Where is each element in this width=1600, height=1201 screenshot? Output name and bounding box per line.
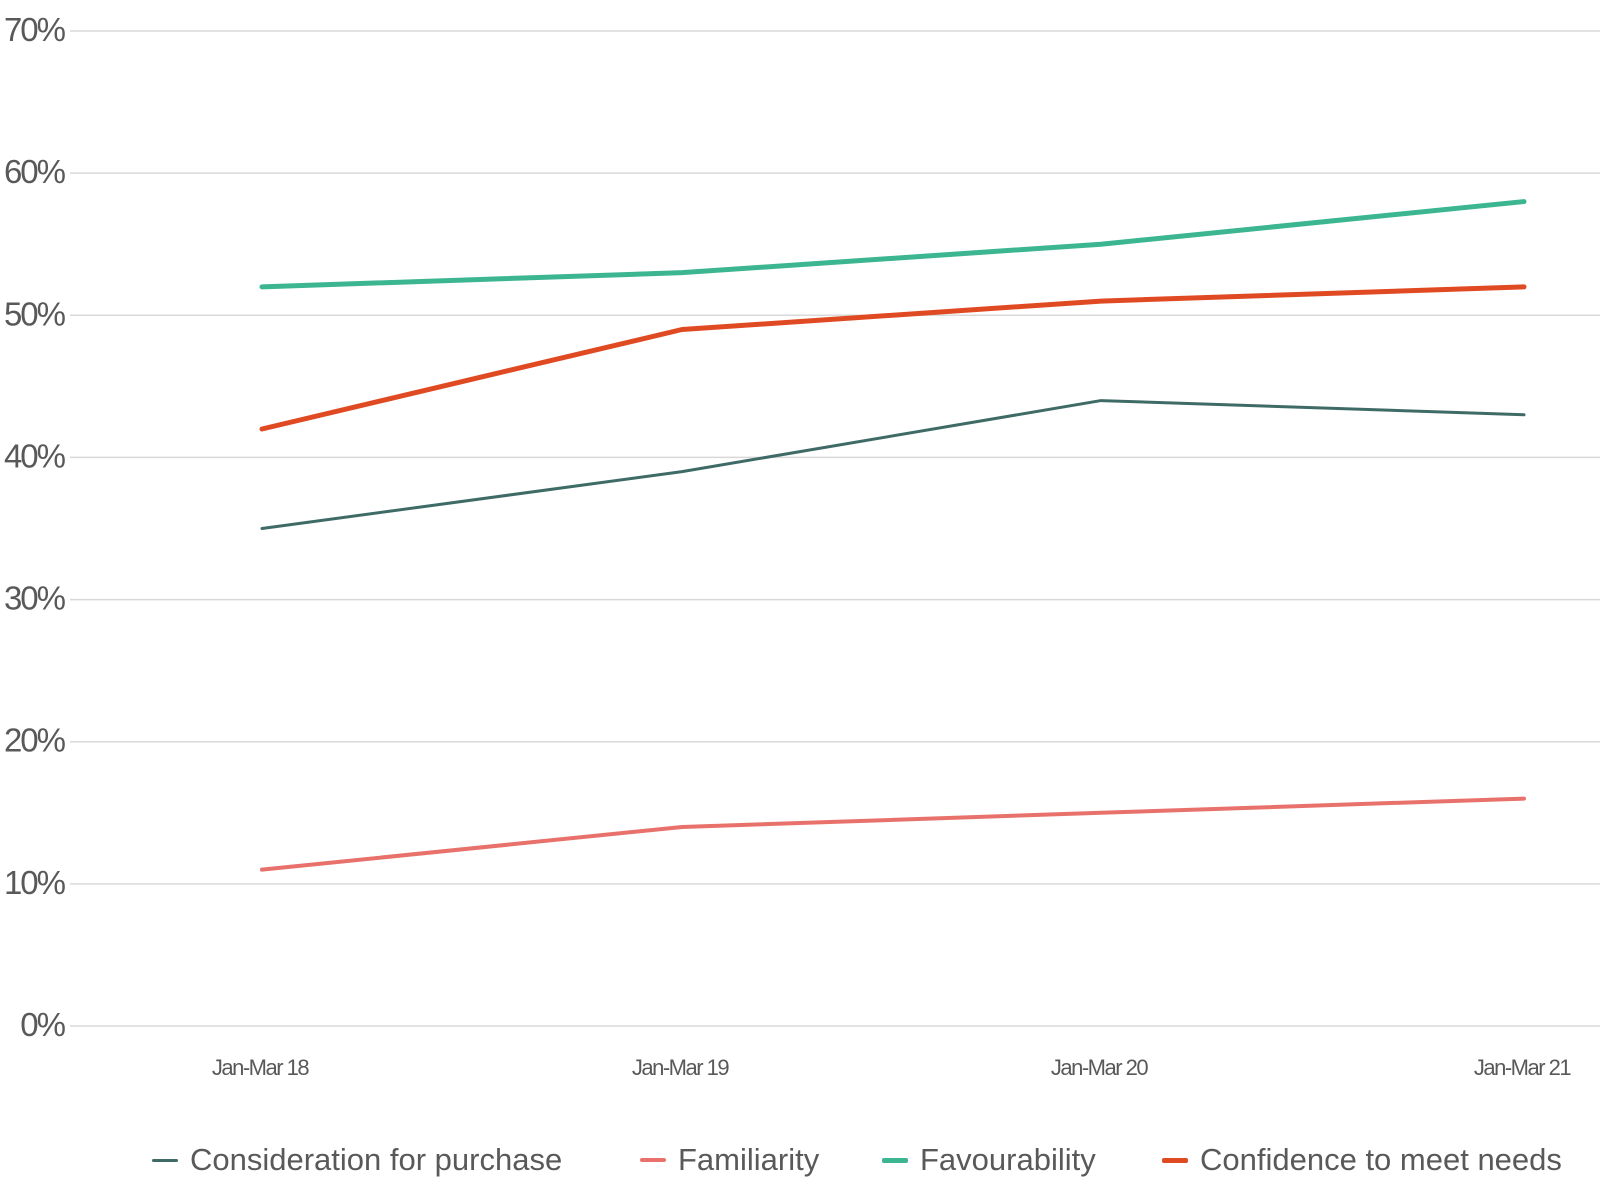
legend-item: Confidence to meet needs	[1162, 1136, 1562, 1184]
y-tick-label: 50%	[4, 295, 66, 332]
x-axis-tick-labels: Jan-Mar 18 Jan-Mar 19 Jan-Mar 20 Jan-Mar 21	[212, 1055, 1573, 1080]
y-tick-label: 20%	[4, 722, 66, 759]
legend-swatch	[640, 1158, 666, 1162]
series-line-favourability	[259, 199, 1527, 290]
gridlines	[70, 30, 1600, 1027]
y-tick-label: 40%	[4, 437, 66, 474]
x-tick-label: Jan-Mar 21	[1474, 1055, 1572, 1080]
series-line-familiarity	[260, 796, 1526, 872]
legend-swatch	[882, 1157, 908, 1163]
y-tick-label: 60%	[4, 153, 66, 190]
series-line-confidence-to-meet-needs	[259, 284, 1527, 432]
y-tick-label: 0%	[20, 1006, 65, 1043]
x-tick-label: Jan-Mar 19	[632, 1055, 730, 1080]
series-line-consideration-for-purchase	[260, 399, 1526, 530]
y-axis-tick-labels: 0% 10% 20% 30% 40% 50% 60% 70%	[4, 11, 68, 1043]
legend-item: Consideration for purchase	[152, 1136, 562, 1184]
x-tick-label: Jan-Mar 20	[1051, 1055, 1149, 1080]
legend-label: Confidence to meet needs	[1200, 1142, 1562, 1177]
legend-swatch	[1162, 1157, 1188, 1163]
legend-item: Familiarity	[640, 1136, 819, 1184]
legend-label: Favourability	[920, 1142, 1096, 1177]
series-lines	[259, 199, 1527, 872]
x-tick-label: Jan-Mar 18	[212, 1055, 310, 1080]
legend-label: Familiarity	[678, 1142, 820, 1177]
y-tick-label: 30%	[4, 580, 66, 617]
legend-swatch	[152, 1158, 178, 1162]
y-tick-label: 10%	[4, 864, 66, 901]
legend-item: Favourability	[882, 1136, 1096, 1184]
y-tick-label: 70%	[4, 11, 66, 48]
legend-label: Consideration for purchase	[190, 1142, 563, 1177]
legend: Consideration for purchase Familiarity Fav…	[0, 1136, 1600, 1184]
